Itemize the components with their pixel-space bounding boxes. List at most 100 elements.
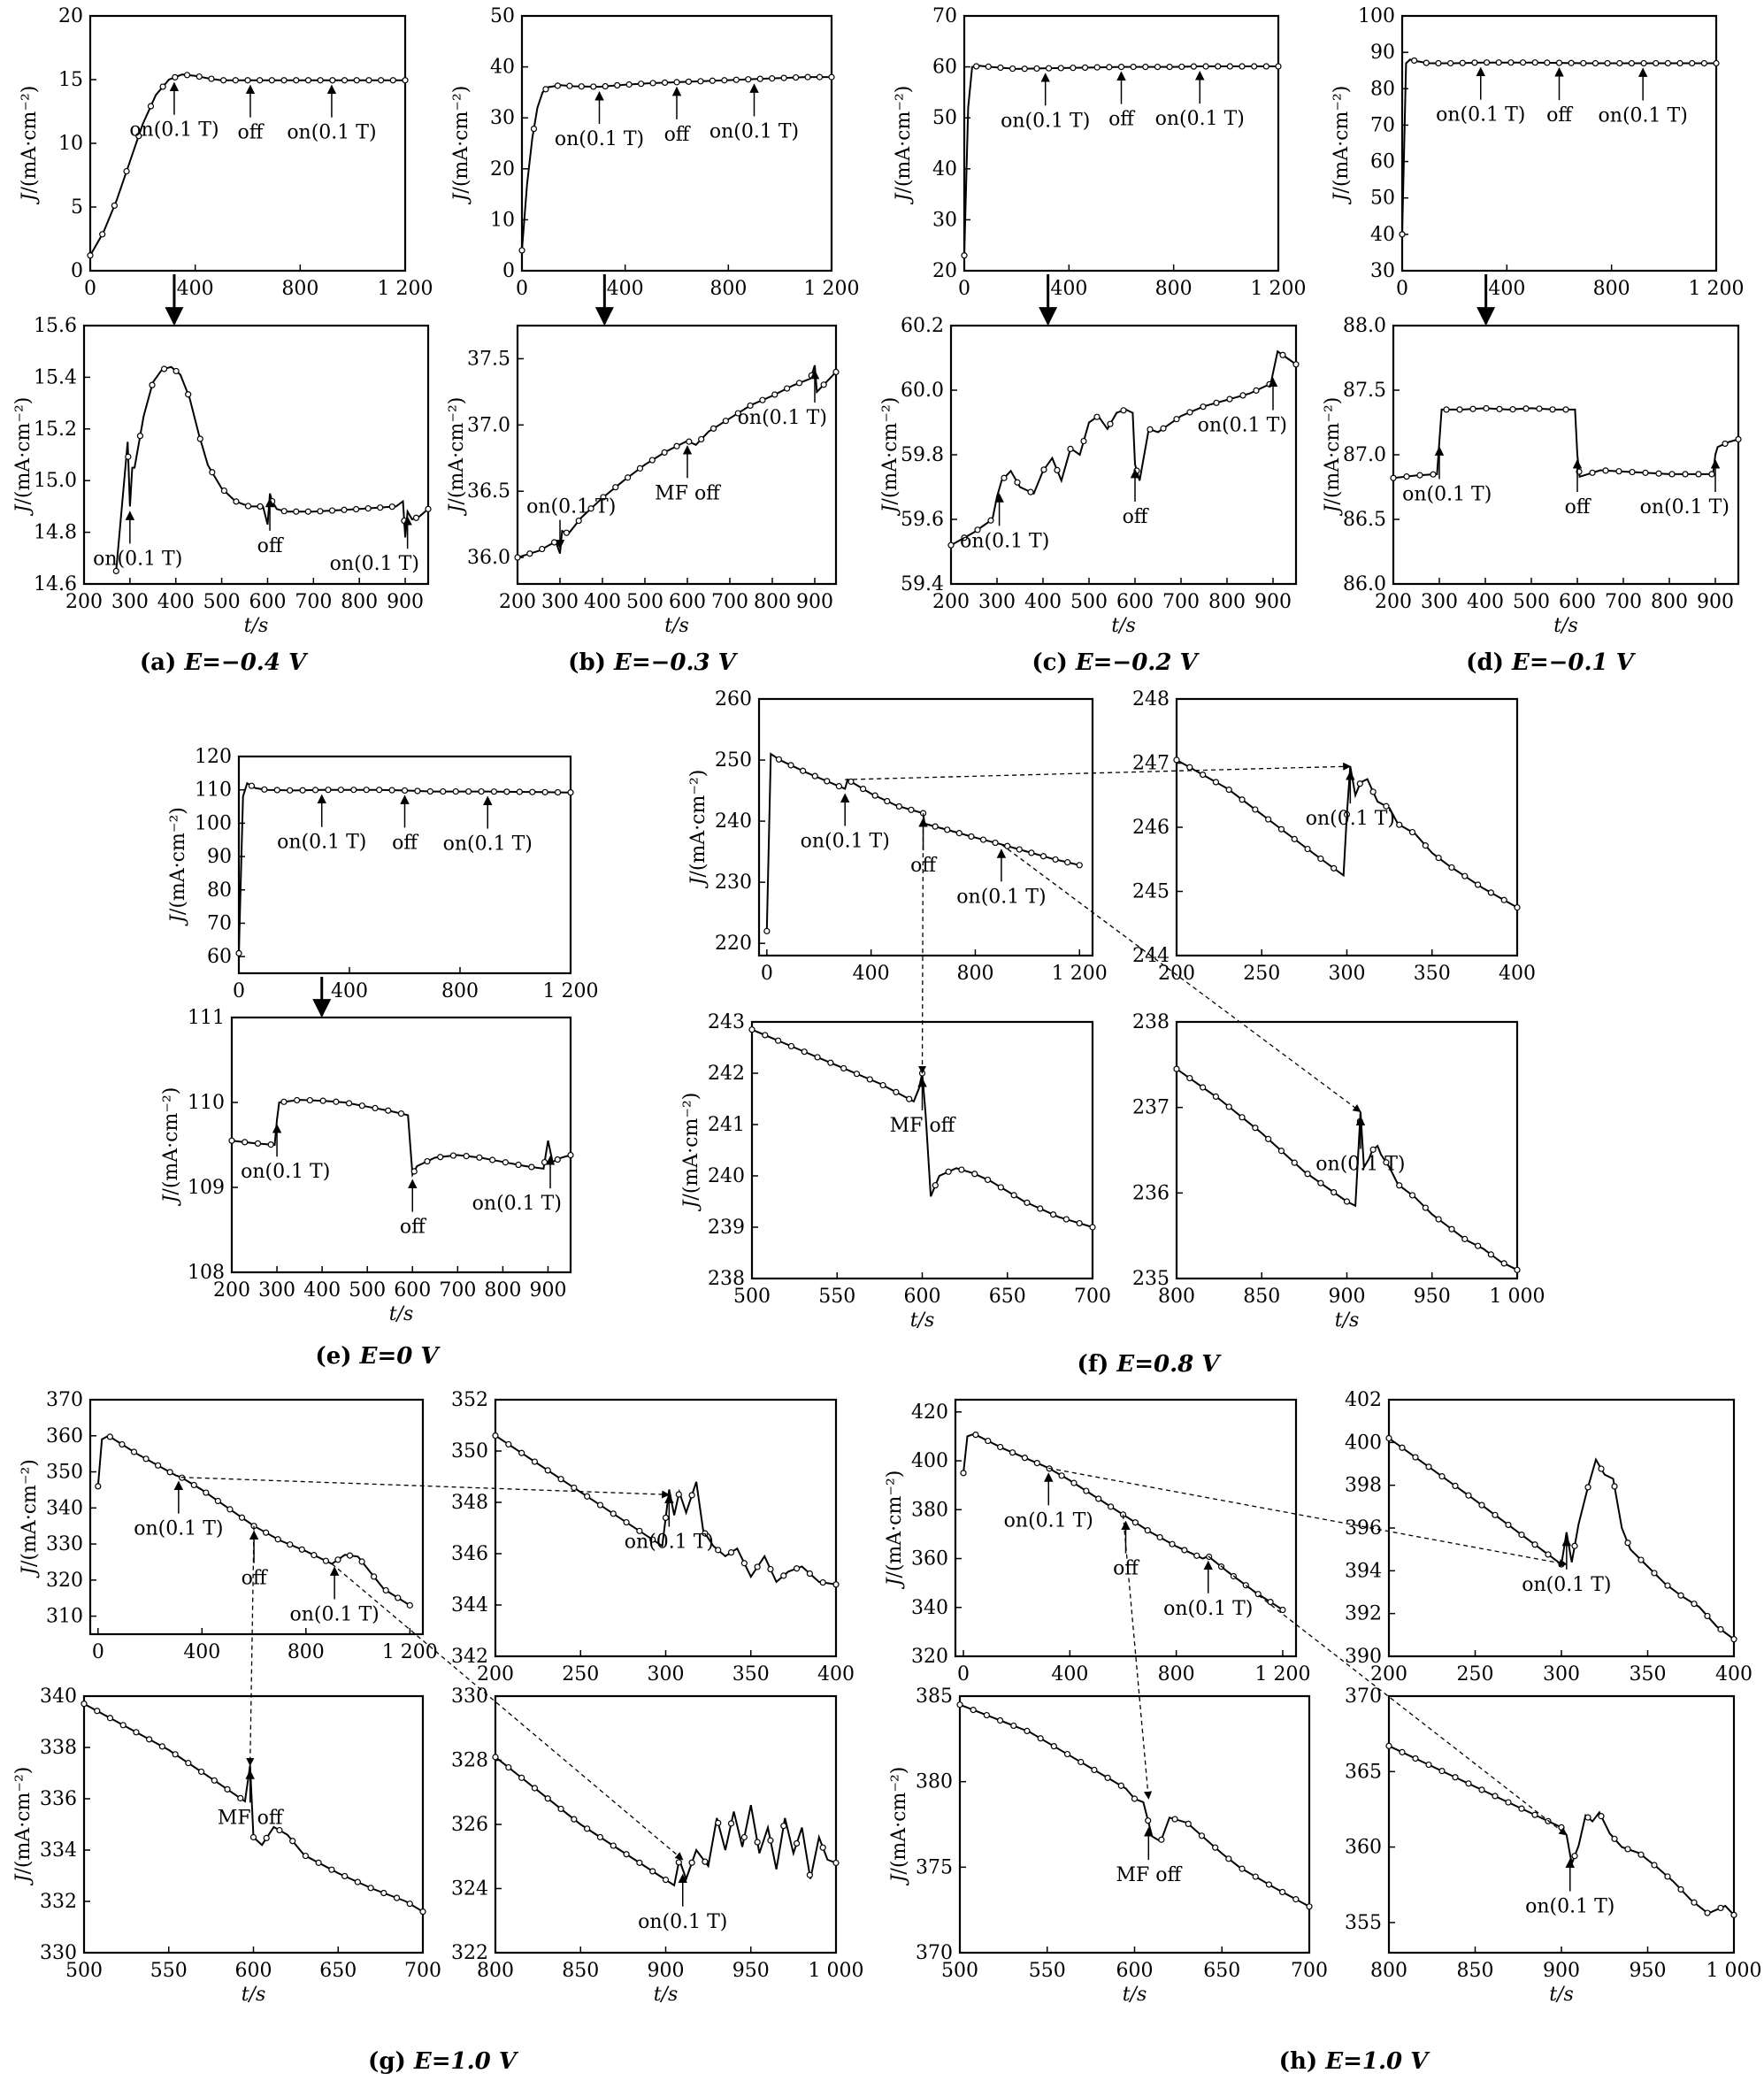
x-tick-label: 200 bbox=[1375, 591, 1412, 613]
y-tick-label: 100 bbox=[195, 812, 232, 834]
annotation-label: off bbox=[910, 855, 937, 877]
data-point bbox=[1500, 896, 1507, 903]
y-axis-label-symbol: J bbox=[167, 914, 189, 926]
data-point bbox=[944, 826, 951, 833]
data-point bbox=[1408, 1192, 1416, 1199]
data-point bbox=[328, 1866, 335, 1873]
data-point bbox=[1483, 59, 1491, 66]
data-point bbox=[280, 1098, 288, 1105]
x-tick-label: 0 bbox=[516, 278, 528, 300]
connector-dashed-line bbox=[1001, 843, 1361, 1113]
data-point bbox=[828, 73, 835, 81]
data-point bbox=[754, 1839, 761, 1846]
data-point bbox=[1717, 1904, 1724, 1912]
data-point bbox=[1496, 405, 1503, 412]
data-point bbox=[1279, 1606, 1286, 1614]
data-point bbox=[402, 77, 409, 84]
data-point bbox=[1408, 828, 1416, 836]
y-axis-label-symbol: J bbox=[12, 1873, 35, 1885]
x-tick-label: 850 bbox=[562, 1960, 599, 1982]
x-axis-label: t/s bbox=[1553, 615, 1578, 637]
data-point bbox=[1422, 842, 1429, 849]
data-point bbox=[1700, 59, 1707, 67]
data-point bbox=[95, 1483, 102, 1490]
y-tick-label: 396 bbox=[1345, 1517, 1382, 1540]
data-point bbox=[376, 787, 383, 794]
data-point bbox=[158, 1743, 165, 1750]
y-tick-label: 60 bbox=[1370, 151, 1395, 173]
y-tick-label: 380 bbox=[911, 1499, 948, 1521]
y-axis-label-unit: /(mA·cm⁻²) bbox=[1322, 397, 1344, 505]
data-point bbox=[1154, 63, 1162, 71]
data-point bbox=[1629, 468, 1636, 476]
annotation-label: off bbox=[1123, 506, 1149, 528]
data-point bbox=[1562, 406, 1569, 413]
y-axis-label-symbol: J bbox=[879, 503, 901, 516]
data-point bbox=[893, 1088, 900, 1095]
y-tick-label: 14.8 bbox=[34, 522, 77, 544]
data-point bbox=[780, 1572, 787, 1579]
data-point bbox=[1049, 1211, 1057, 1218]
x-tick-label: 900 bbox=[648, 1960, 685, 1982]
y-tick-label: 352 bbox=[451, 1389, 488, 1411]
y-tick-label: 328 bbox=[451, 1750, 488, 1772]
y-tick-label: 245 bbox=[1132, 881, 1170, 903]
data-point bbox=[1120, 407, 1127, 414]
annotation-label: on(0.1 T) bbox=[1155, 108, 1245, 130]
data-point bbox=[702, 1858, 709, 1865]
data-point bbox=[185, 391, 192, 398]
data-point bbox=[960, 1470, 967, 1477]
y-axis-label-unit: /(mA·cm⁻²) bbox=[888, 1767, 910, 1875]
chart-c-top: 20 30 40 50 60 70 0 400 800 1 200 J/(mA·cm⁻²) on(0.… bbox=[893, 5, 1306, 300]
data-point bbox=[1062, 1216, 1070, 1223]
x-tick-label: 400 bbox=[1024, 591, 1062, 613]
annotation-label: off bbox=[242, 1568, 268, 1590]
data-point bbox=[625, 474, 632, 481]
data-point bbox=[87, 252, 94, 259]
data-point bbox=[945, 1168, 952, 1175]
data-point bbox=[571, 1816, 578, 1823]
caption-d: (d) E=−0.1 V bbox=[1466, 649, 1634, 676]
x-tick-label: 1 200 bbox=[804, 278, 860, 300]
y-axis-label-symbol: J bbox=[888, 1873, 910, 1885]
data-point bbox=[185, 1760, 192, 1767]
x-tick-label: 250 bbox=[1457, 1663, 1494, 1686]
y-tick-label: 100 bbox=[1358, 5, 1395, 27]
data-point bbox=[1186, 409, 1193, 416]
y-tick-label: 237 bbox=[1132, 1097, 1170, 1119]
data-point bbox=[1651, 1862, 1658, 1869]
data-point bbox=[257, 503, 264, 511]
data-point bbox=[661, 79, 669, 87]
y-axis-label-unit: /(mA·cm⁻²) bbox=[446, 397, 468, 505]
series-line bbox=[1176, 759, 1518, 909]
data-point bbox=[675, 1859, 682, 1866]
data-point bbox=[274, 1536, 281, 1543]
data-point bbox=[319, 1097, 326, 1104]
data-point bbox=[648, 457, 656, 464]
y-tick-label: 365 bbox=[1345, 1761, 1382, 1783]
data-point bbox=[1001, 474, 1008, 481]
x-tick-label: 600 bbox=[1559, 591, 1596, 613]
y-axis-label: J/(mA·cm⁻²) bbox=[893, 86, 915, 205]
data-point bbox=[299, 787, 306, 794]
x-tick-label: 500 bbox=[1070, 591, 1108, 613]
annotation-label: on(0.1 T) bbox=[738, 407, 827, 429]
data-point bbox=[1186, 764, 1193, 771]
chart-f-tr: 244245246247248200250300350400on(0.1 T) bbox=[1132, 688, 1536, 985]
data-point bbox=[172, 73, 179, 81]
data-point bbox=[503, 788, 510, 795]
data-point bbox=[958, 1166, 965, 1173]
data-point bbox=[1028, 849, 1035, 856]
x-tick-label: 700 bbox=[1162, 591, 1200, 613]
data-point bbox=[1495, 59, 1502, 66]
data-point bbox=[478, 787, 485, 795]
data-point bbox=[232, 77, 239, 84]
data-point bbox=[571, 1484, 578, 1492]
data-point bbox=[1385, 1742, 1392, 1749]
annotation-label: on(0.1 T) bbox=[443, 833, 533, 856]
data-point bbox=[636, 1859, 643, 1866]
y-axis-label-symbol: J bbox=[1331, 192, 1353, 204]
data-point bbox=[1677, 1592, 1684, 1599]
data-point bbox=[1186, 1074, 1193, 1082]
data-point bbox=[505, 1763, 512, 1771]
